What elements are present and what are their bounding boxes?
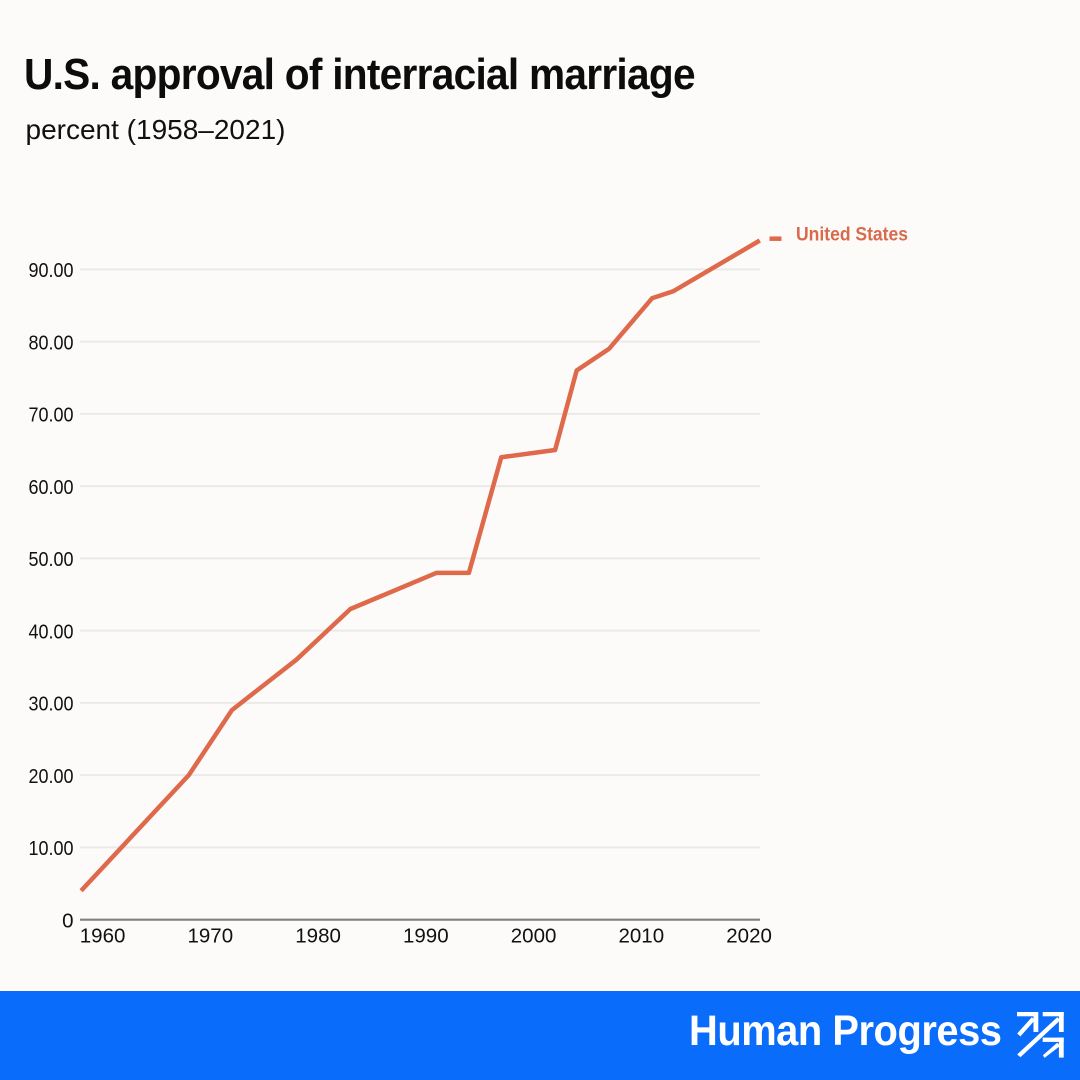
svg-text:1970: 1970 xyxy=(187,924,233,947)
svg-text:1960: 1960 xyxy=(80,924,126,947)
svg-text:1980: 1980 xyxy=(295,924,341,947)
svg-text:2010: 2010 xyxy=(618,924,664,947)
svg-text:50.00: 50.00 xyxy=(29,548,74,571)
svg-text:80.00: 80.00 xyxy=(29,331,74,354)
svg-text:1990: 1990 xyxy=(403,924,449,947)
svg-text:United States: United States xyxy=(796,225,908,246)
svg-text:90.00: 90.00 xyxy=(29,259,74,282)
svg-text:30.00: 30.00 xyxy=(29,693,74,716)
svg-text:0: 0 xyxy=(62,909,73,932)
svg-text:2000: 2000 xyxy=(511,924,557,947)
svg-text:2020: 2020 xyxy=(726,924,772,947)
svg-text:20.00: 20.00 xyxy=(29,765,74,788)
svg-text:40.00: 40.00 xyxy=(29,620,74,643)
svg-text:60.00: 60.00 xyxy=(29,476,74,499)
svg-text:70.00: 70.00 xyxy=(29,404,74,427)
svg-text:10.00: 10.00 xyxy=(29,837,74,860)
